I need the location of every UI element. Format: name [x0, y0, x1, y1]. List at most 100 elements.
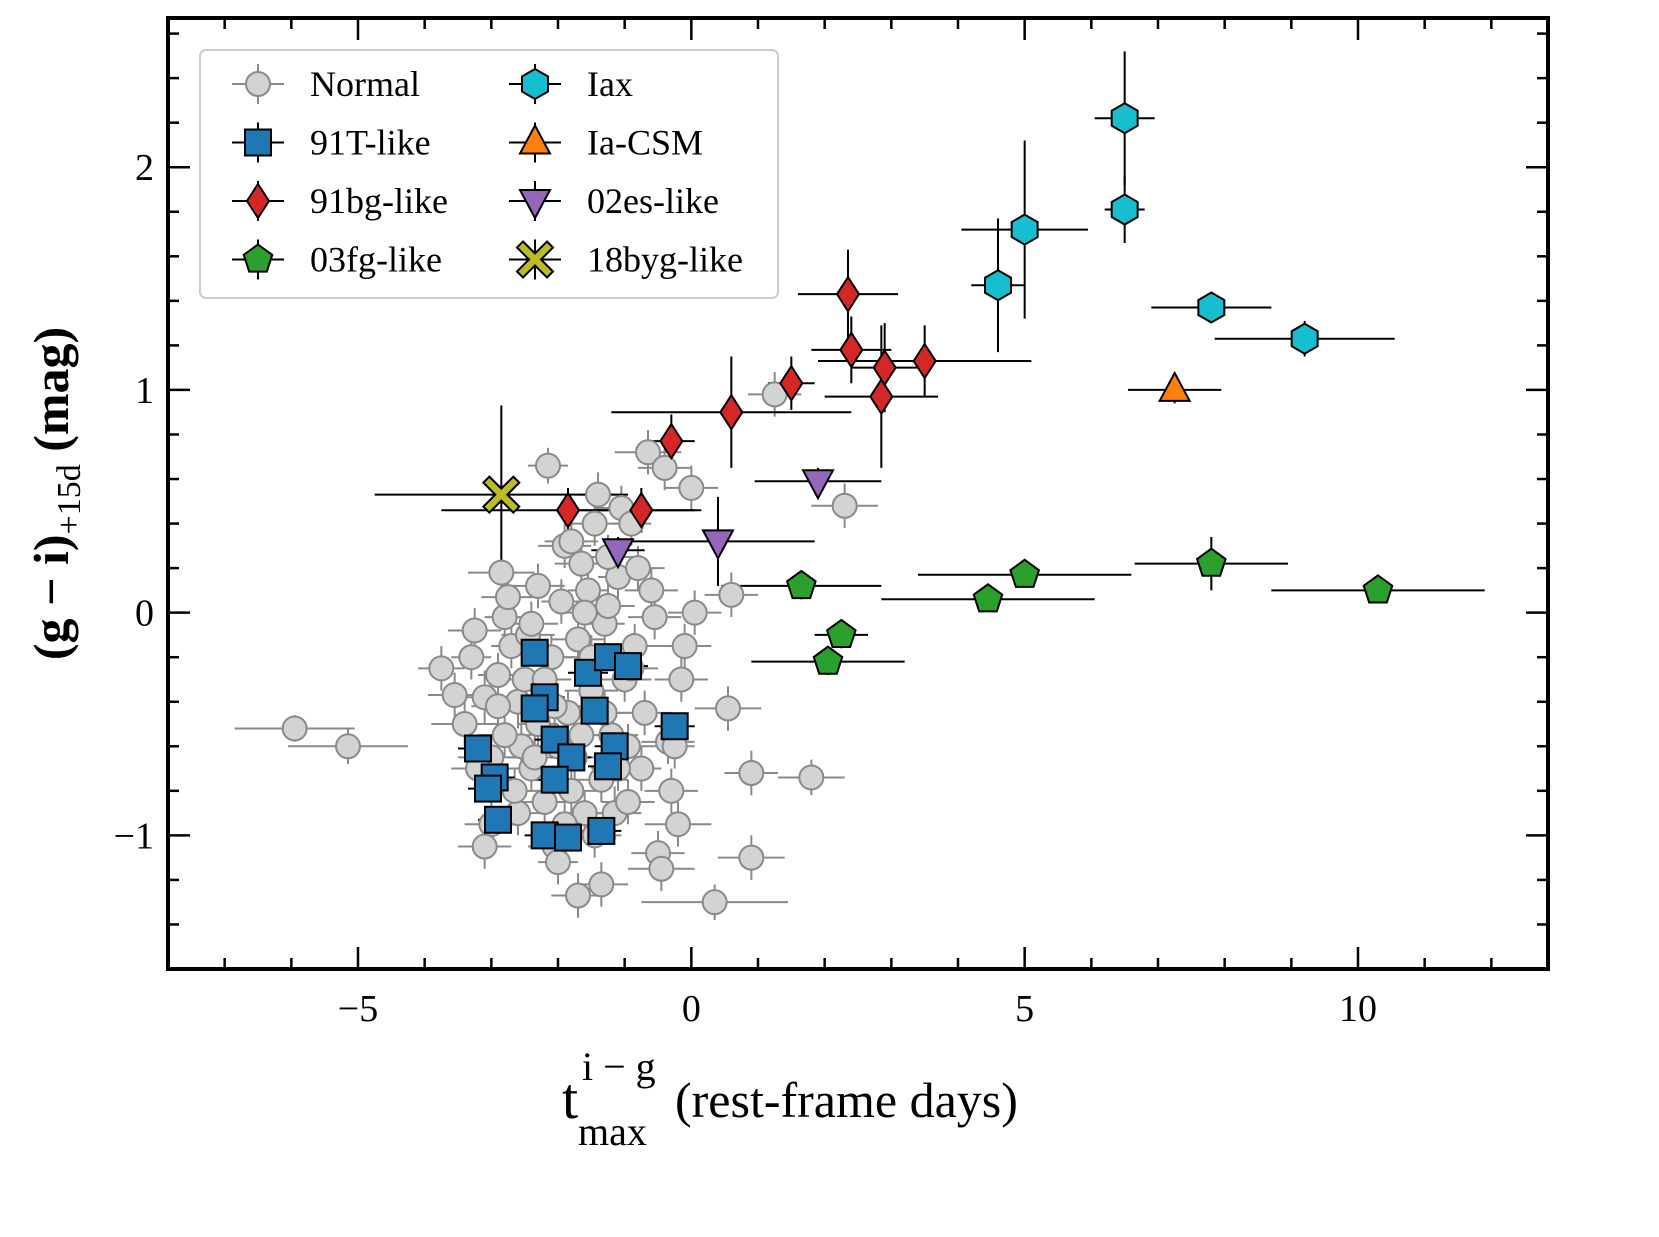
x-tick-label: 10 — [1339, 988, 1377, 1030]
plot-frame — [166, 16, 1550, 971]
91t-like-point — [660, 712, 689, 741]
normal-point — [738, 844, 765, 871]
normal-point — [581, 510, 608, 537]
x-axis-title-unit: (rest-frame days) — [675, 1072, 1018, 1128]
legend-label-91t-like: 91T-like — [310, 123, 431, 163]
normal-point — [588, 871, 615, 898]
legend-marker-iax — [521, 67, 549, 101]
y-tick-label: 2 — [135, 147, 154, 189]
normal-point — [471, 833, 498, 860]
normal-point — [738, 760, 765, 787]
02es-like-point — [701, 529, 735, 561]
normal-point — [641, 604, 668, 631]
normal-point — [428, 655, 455, 682]
91t-like-point — [520, 694, 549, 723]
normal-point — [628, 755, 655, 782]
91t-like-point — [594, 752, 622, 781]
legend-label-03fg-like: 03fg-like — [310, 240, 442, 280]
normal-point — [798, 764, 825, 791]
91t-like-point — [464, 734, 492, 763]
y-axis-title-main: (g − i) — [23, 534, 79, 660]
legend-box — [199, 49, 779, 299]
normal-point — [678, 474, 705, 501]
normal-point — [665, 811, 691, 838]
y-tick-label: 0 — [135, 593, 154, 635]
02es-like-point — [601, 538, 635, 570]
91t-like-point — [614, 652, 642, 681]
legend-label-91bg-like: 91bg-like — [310, 181, 448, 221]
normal-point — [701, 889, 728, 916]
91t-like-point — [540, 765, 569, 794]
legend-marker-normal — [245, 71, 271, 97]
normal-point — [565, 626, 591, 653]
91t-like-point — [554, 823, 582, 852]
normal-point — [658, 777, 685, 804]
normal-point — [615, 788, 641, 815]
x-axis-title-superscript: i − g — [582, 1044, 656, 1089]
91t-like-point — [530, 821, 559, 850]
normal-point — [718, 581, 745, 608]
y-tick-label: −1 — [114, 815, 154, 857]
legend-marker-18byg-like — [515, 240, 555, 279]
91bg-like-point — [659, 422, 684, 461]
normal-point — [281, 715, 308, 742]
normal-point — [595, 592, 621, 619]
normal-point — [525, 572, 551, 599]
normal-point — [491, 722, 518, 749]
91bg-like-point — [779, 364, 804, 403]
normal-point — [458, 644, 485, 671]
normal-point — [625, 555, 651, 582]
18byg-like-point — [481, 475, 521, 515]
91bg-like-point — [835, 275, 861, 314]
normal-point — [485, 693, 511, 720]
legend-marker-91t-like — [244, 128, 272, 157]
normal-point — [638, 577, 665, 604]
svg-text:(g − i)+15d (mag): (g − i)+15d (mag) — [23, 327, 88, 660]
iax-point — [984, 269, 1012, 302]
tick-labels: −5 0 5 10 −1 0 1 2 — [114, 147, 1377, 1030]
iax-point — [1110, 102, 1139, 135]
normal-point — [585, 481, 611, 508]
91t-like-point — [474, 774, 502, 803]
y-axis-title-subscript: +15d — [51, 464, 88, 534]
91bg-like-point — [872, 348, 897, 387]
03fg-like-point — [972, 583, 1004, 613]
x-axis-title: t — [562, 1066, 578, 1131]
normal-point — [568, 550, 595, 577]
normal-point — [575, 577, 601, 604]
x-axis-title-subscript: max — [578, 1109, 647, 1154]
y-axis-title-unit: (mag) — [23, 327, 79, 464]
legend-marker-02es-like — [518, 189, 552, 221]
normal-point — [485, 662, 511, 689]
normal-point — [451, 711, 478, 738]
normal-point — [545, 849, 571, 876]
legend-label-normal: Normal — [310, 64, 420, 104]
legend: Normal 91T-like 91bg-like 03fg-like Iax Ia-CS… — [199, 49, 779, 299]
normal-point — [535, 452, 561, 479]
legend-label-ia-csm: Ia-CSM — [587, 123, 703, 163]
normal-point — [635, 439, 661, 466]
91t-like-point — [580, 696, 609, 725]
x-tick-label: 5 — [1015, 988, 1034, 1030]
x-tick-label: −5 — [338, 988, 378, 1030]
normal-point — [558, 528, 585, 555]
normal-point — [461, 617, 488, 644]
normal-point — [671, 633, 698, 660]
normal-point — [648, 855, 675, 882]
02es-like-point — [801, 469, 835, 501]
91bg-like-point — [719, 393, 744, 432]
data-points — [281, 102, 1394, 916]
legend-marker-ia-csm — [518, 123, 552, 155]
x-axis-title-base: t — [562, 1066, 578, 1131]
normal-point — [495, 584, 521, 611]
y-axis-title: (g − i)+15d (mag) — [23, 327, 88, 660]
03fg-like-point — [1195, 547, 1227, 577]
ia-csm-point — [1157, 370, 1192, 402]
03fg-like-point — [1362, 574, 1394, 604]
normal-point — [488, 559, 515, 586]
03fg-like-point — [812, 645, 844, 675]
91bg-like-point — [629, 491, 654, 530]
axes — [166, 16, 1550, 971]
legend-marker-91bg-like — [245, 182, 271, 220]
